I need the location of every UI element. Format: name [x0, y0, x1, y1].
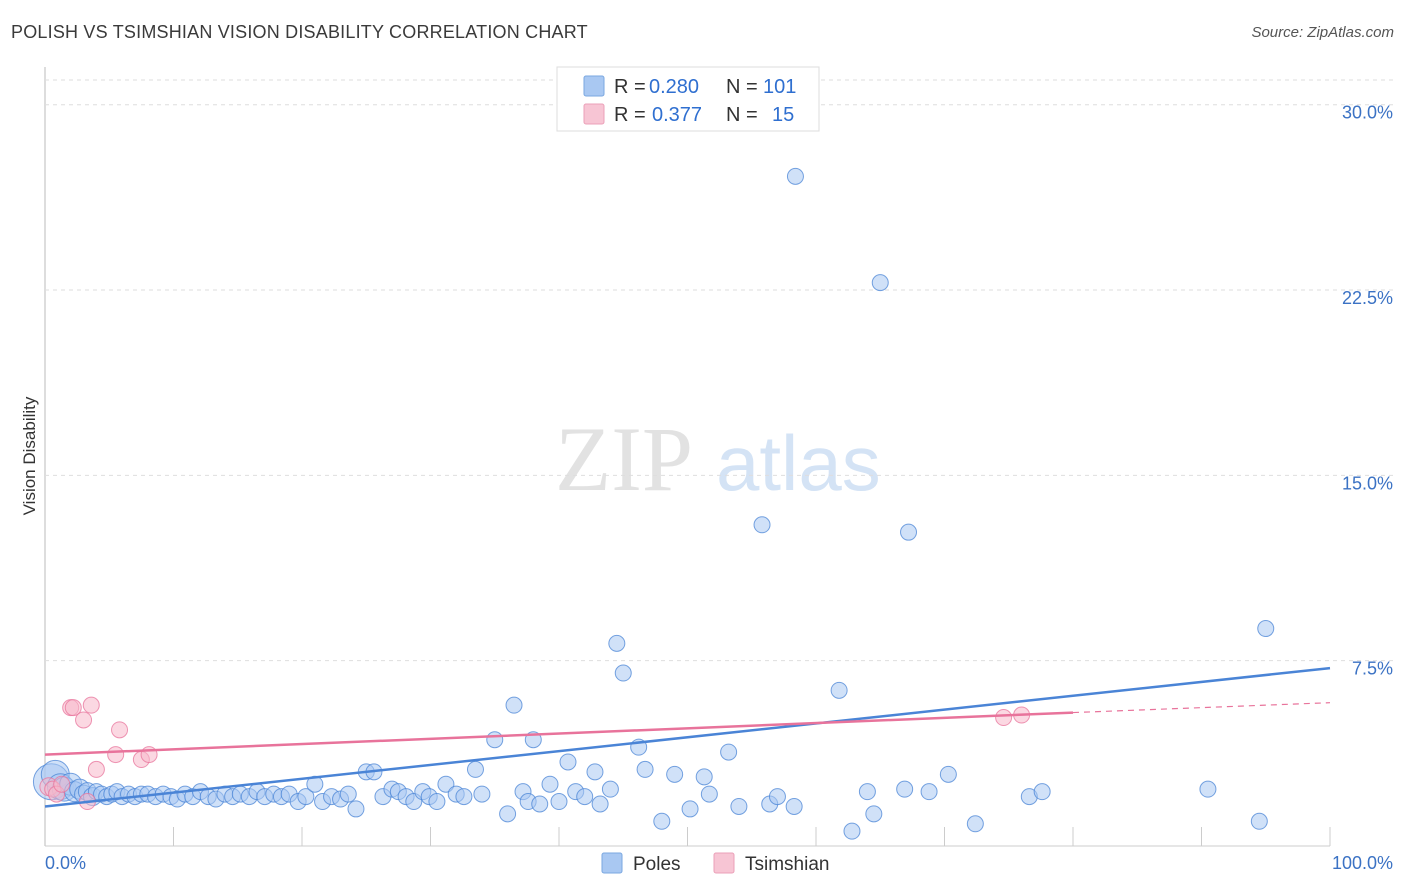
poles-point	[601, 780, 619, 798]
x-tick-label-min: 0.0%	[45, 853, 86, 873]
legend-r-value-1: 0.377	[652, 104, 702, 126]
poles-point	[700, 785, 718, 803]
poles-point	[768, 788, 786, 806]
poles-point	[900, 523, 918, 541]
legend-swatch-poles	[583, 75, 605, 97]
x-tick-label-max: 100.0%	[1332, 853, 1393, 873]
watermark-zip: ZIP	[555, 408, 693, 510]
watermark-atlas: atlas	[716, 419, 881, 507]
y-tick-label: 7.5%	[1352, 659, 1393, 679]
chart-title: POLISH VS TSIMSHIAN VISION DISABILITY CO…	[11, 22, 588, 42]
poles-point	[591, 795, 609, 813]
trend-lines	[44, 666, 1331, 808]
bottom-legend-poles: Poles	[633, 854, 681, 875]
tsimshian-trend-extension	[1072, 702, 1331, 714]
poles-point	[786, 167, 804, 185]
poles-point	[871, 274, 889, 292]
tsimshian-point	[53, 775, 71, 793]
poles-point	[666, 765, 684, 783]
bottom-legend-tsimshian: Tsimshian	[745, 854, 829, 875]
poles-point	[830, 681, 848, 699]
poles-point	[939, 765, 957, 783]
poles-point	[541, 775, 559, 793]
poles-point	[550, 793, 568, 811]
legend-r-value-0: 0.280	[649, 76, 699, 98]
poles-point	[695, 768, 713, 786]
poles-point	[1250, 812, 1268, 830]
poles-point	[730, 797, 748, 815]
poles-point	[486, 731, 504, 749]
legend-r-label-1: R =	[614, 104, 646, 126]
poles-point	[636, 760, 654, 778]
poles-point	[785, 797, 803, 815]
legend-n-value-0: 101	[763, 76, 796, 98]
poles-point	[531, 795, 549, 813]
poles-point	[896, 780, 914, 798]
poles-point	[499, 805, 517, 823]
poles-point	[586, 763, 604, 781]
poles-point	[576, 788, 594, 806]
source-label: Source: ZipAtlas.com	[1251, 24, 1394, 41]
y-axis-label: Vision Disability	[20, 396, 39, 515]
poles-point	[966, 815, 984, 833]
gridlines	[45, 79, 1393, 662]
poles-point	[653, 812, 671, 830]
bottom-legend-swatch-tsimshian	[713, 852, 735, 874]
poles-point	[720, 743, 738, 761]
poles-point	[843, 822, 861, 840]
y-tick-label: 15.0%	[1342, 473, 1393, 493]
poles-trend-line	[44, 666, 1331, 808]
poles-point	[681, 800, 699, 818]
data-points	[32, 167, 1275, 840]
x-ticks	[173, 827, 1331, 846]
tsimshian-point	[111, 721, 129, 739]
poles-point	[437, 775, 455, 793]
poles-point	[339, 785, 357, 803]
top-legend: R = 0.280 N = 101 R = 0.377 N = 15	[556, 66, 820, 132]
poles-point	[753, 516, 771, 534]
tsimshian-trend-line	[44, 711, 1074, 756]
poles-point	[428, 793, 446, 811]
poles-point	[858, 783, 876, 801]
tsimshian-point	[82, 696, 100, 714]
legend-r-label-0: R =	[614, 76, 646, 98]
poles-point	[1257, 620, 1275, 638]
tsimshian-point	[995, 709, 1013, 727]
bottom-legend: Poles Tsimshian	[601, 852, 829, 875]
poles-point	[865, 805, 883, 823]
poles-point	[466, 760, 484, 778]
legend-n-label-0: N =	[726, 76, 758, 98]
poles-point	[1033, 783, 1051, 801]
poles-point	[505, 696, 523, 714]
legend-swatch-tsimshian	[583, 103, 605, 125]
tsimshian-point	[107, 746, 125, 764]
poles-point	[455, 788, 473, 806]
legend-n-value-1: 15	[772, 104, 794, 126]
y-tick-labels: 7.5% 15.0% 22.5% 30.0%	[1342, 103, 1393, 679]
poles-point	[614, 664, 632, 682]
tsimshian-point	[75, 711, 93, 729]
poles-point	[297, 788, 315, 806]
poles-point	[347, 800, 365, 818]
poles-point	[920, 783, 938, 801]
y-tick-label: 22.5%	[1342, 288, 1393, 308]
poles-point	[1199, 780, 1217, 798]
bottom-legend-swatch-poles	[601, 852, 623, 874]
poles-point	[608, 634, 626, 652]
tsimshian-point	[87, 760, 105, 778]
y-tick-label: 30.0%	[1342, 103, 1393, 123]
poles-point	[473, 785, 491, 803]
poles-point	[559, 753, 577, 771]
legend-n-label-1: N =	[726, 104, 758, 126]
tsimshian-point	[64, 699, 82, 717]
